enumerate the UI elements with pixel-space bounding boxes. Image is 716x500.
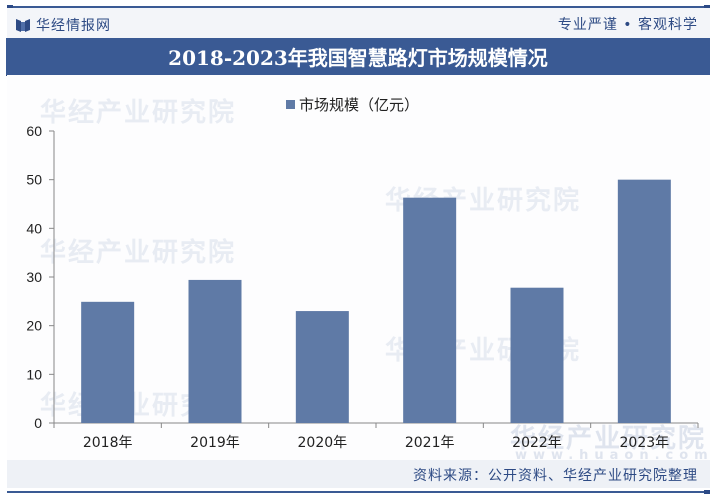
- title-bar: 2018-2023年我国智慧路灯市场规模情况: [6, 38, 710, 76]
- slogan: 专业严谨 • 客观科学: [557, 17, 698, 33]
- source-text: 资料来源：公开资料、华经产业研究院整理: [413, 468, 698, 484]
- top-border: [7, 5, 710, 9]
- watermark: 华经产业研究院: [40, 238, 237, 268]
- chart-title: 2018-2023年我国智慧路灯市场规模情况: [168, 46, 548, 70]
- y-tick-label: 20: [26, 318, 42, 334]
- x-tick-label: 2018年: [83, 435, 133, 451]
- x-tick-label: 2022年: [512, 435, 562, 451]
- x-tick-label: 2021年: [405, 435, 455, 451]
- footer-watermark-url: www.huaon.com: [515, 448, 714, 463]
- y-tick-label: 60: [26, 123, 42, 139]
- bottom-border: [7, 490, 710, 494]
- x-tick-label: 2020年: [298, 435, 348, 451]
- brand: 华经情报网: [16, 15, 111, 35]
- y-tick-label: 0: [34, 415, 42, 431]
- brand-name: 华经情报网: [36, 18, 111, 34]
- legend-swatch: [286, 100, 295, 109]
- x-tick-label: 2019年: [190, 435, 240, 451]
- y-tick-label: 30: [26, 269, 42, 285]
- watermark: 华经产业研究院: [40, 98, 237, 128]
- y-tick-label: 40: [26, 220, 42, 236]
- header-bar: [7, 8, 710, 38]
- bar-2023年: [617, 179, 671, 423]
- bar-2019年: [188, 279, 242, 423]
- y-tick-label: 10: [26, 366, 42, 382]
- bar-2018年: [81, 301, 135, 423]
- bar-2021年: [403, 197, 457, 423]
- legend: 市场规模（亿元）: [286, 94, 419, 115]
- legend-label: 市场规模（亿元）: [299, 96, 420, 114]
- footer-watermark: 华经产业研究院: [510, 424, 707, 454]
- bar-2020年: [295, 311, 349, 423]
- source-bar: [7, 460, 710, 488]
- bar-2022年: [510, 287, 564, 423]
- x-tick-label: 2023年: [620, 435, 670, 451]
- brand-logo-icon: [16, 18, 30, 32]
- y-tick-label: 50: [26, 172, 42, 188]
